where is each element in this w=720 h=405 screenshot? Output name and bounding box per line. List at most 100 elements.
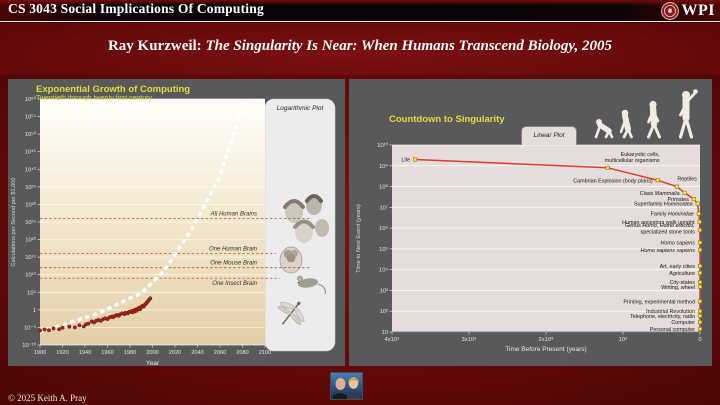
right-chart-title: Countdown to Singularity [389, 114, 505, 125]
svg-text:10⁶: 10⁶ [379, 225, 388, 232]
svg-text:10⁵⁰: 10⁵⁰ [25, 131, 37, 138]
scatter-points [38, 296, 153, 333]
svg-text:Homo sapiens: Homo sapiens [661, 241, 696, 247]
slide-title: Ray Kurzweil: The Singularity Is Near: W… [0, 23, 720, 55]
linear-plot-badge: Linear Plot [521, 126, 577, 145]
svg-text:2060: 2060 [214, 350, 226, 356]
right-x-axis: 4x10⁹ 3x10⁹ 2x10⁹ 10⁹ 0 [384, 331, 702, 343]
svg-text:10⁸: 10⁸ [379, 184, 388, 191]
mouse-illustration [297, 275, 326, 295]
copyright-text: © 2025 Keith A. Pray [8, 393, 87, 403]
svg-text:Class Mammalia: Class Mammalia [640, 191, 680, 197]
top-bar: CS 3043 Social Implications Of Computing… [0, 0, 720, 22]
svg-text:10²⁰: 10²⁰ [25, 237, 36, 244]
logarithmic-plot-badge: Logarithmic Plot [276, 105, 324, 112]
svg-text:10⁵: 10⁵ [379, 246, 388, 253]
right-x-axis-label: Time Before Present (years) [505, 346, 586, 353]
right-gridlines [392, 144, 700, 333]
authors-photo [330, 372, 363, 400]
svg-text:2080: 2080 [236, 350, 248, 356]
svg-text:City-states: City-states [670, 280, 696, 286]
wpi-seal-icon [660, 2, 679, 20]
left-chart-title: Exponential Growth of Computing [36, 84, 191, 95]
svg-text:Reptiles: Reptiles [677, 177, 697, 183]
countdown-panel: 10¹⁰ 10⁹ 10⁸ 10⁷ 10⁶ 10⁵ 10⁴ 10³ 10² 10 4x10⁹ 3x10⁹… [349, 79, 712, 366]
svg-text:3x10⁹: 3x10⁹ [461, 336, 477, 343]
svg-text:10⁻¹⁰: 10⁻¹⁰ [22, 342, 36, 349]
svg-text:Family Hominidae: Family Hominidae [651, 212, 694, 218]
svg-text:10⁴⁰: 10⁴⁰ [25, 166, 37, 173]
right-plot-area [392, 145, 700, 332]
svg-text:specialized stone tools: specialized stone tools [641, 229, 696, 235]
svg-text:10³: 10³ [380, 288, 388, 294]
svg-text:10: 10 [382, 330, 388, 336]
left-x-axis: 1900 1920 1940 1960 1980 2000 2020 2040 2060 2080… [34, 345, 271, 356]
event-markers [413, 157, 702, 332]
svg-text:10⁴: 10⁴ [379, 267, 388, 274]
svg-text:1920: 1920 [56, 350, 68, 356]
svg-text:2x10⁹: 2x10⁹ [538, 336, 554, 343]
svg-text:2000: 2000 [146, 350, 158, 356]
svg-text:Genus Homo, Homo erectus,: Genus Homo, Homo erectus, [625, 223, 695, 229]
slide-title-book: The Singularity Is Near: When Humans Tra… [205, 38, 613, 54]
svg-text:One Human Brain: One Human Brain [209, 247, 258, 253]
svg-text:Industrial Revolution: Industrial Revolution [646, 309, 695, 315]
title-bar: Ray Kurzweil: The Singularity Is Near: W… [0, 23, 720, 75]
countdown-series-line [415, 158, 701, 332]
svg-text:2020: 2020 [169, 350, 181, 356]
human-faces-illustration [283, 194, 329, 243]
slide-body: 10⁶⁰ 10⁵⁵ 10⁵⁰ 10⁴⁵ 10⁴⁰ 10³⁵ 10³⁰ 10²⁵ 10²⁰ 10¹⁵… [8, 79, 712, 366]
svg-text:Homo sapiens sapiens: Homo sapiens sapiens [640, 248, 695, 254]
svg-text:10⁷: 10⁷ [379, 204, 388, 211]
exponential-growth-chart: 10⁶⁰ 10⁵⁵ 10⁵⁰ 10⁴⁵ 10⁴⁰ 10³⁵ 10³⁰ 10²⁵ 10²⁰ 10¹⁵… [11, 96, 336, 366]
svg-text:10²⁵: 10²⁵ [25, 219, 36, 226]
svg-text:Life: Life [401, 158, 410, 164]
svg-text:10⁵⁵: 10⁵⁵ [25, 114, 37, 121]
svg-text:10⁹: 10⁹ [379, 163, 388, 170]
right-y-axis: 10¹⁰ 10⁹ 10⁸ 10⁷ 10⁶ 10⁵ 10⁴ 10³ 10² 10 [377, 142, 392, 336]
svg-text:10¹⁰: 10¹⁰ [377, 142, 388, 149]
svg-text:One Mouse Brain: One Mouse Brain [210, 261, 257, 267]
svg-text:Agriculture: Agriculture [669, 271, 695, 277]
svg-text:Superfamily Hominoidea: Superfamily Hominoidea [634, 202, 693, 208]
svg-text:Eukaryotic cells,: Eukaryotic cells, [621, 152, 660, 158]
trend-line [40, 99, 246, 334]
svg-text:10¹⁰: 10¹⁰ [25, 272, 36, 279]
svg-text:Art, early cities: Art, early cities [660, 264, 696, 270]
exponential-growth-panel: 10⁶⁰ 10⁵⁵ 10⁵⁰ 10⁴⁵ 10⁴⁰ 10³⁵ 10³⁰ 10²⁵ 10²⁰ 10¹⁵… [8, 79, 345, 366]
brain-reference-lines: All Human Brains One Human Brain One Mouse… [40, 211, 310, 287]
svg-text:Human ancestors walk upright: Human ancestors walk upright [622, 220, 695, 226]
left-y-axis-label: Calculations per Second per $1,000 [11, 178, 17, 267]
svg-text:4x10⁹: 4x10⁹ [384, 336, 400, 343]
human-brain-illustration [279, 246, 303, 274]
svg-text:10²: 10² [380, 309, 388, 315]
svg-text:Printing, experimental method: Printing, experimental method [623, 299, 695, 305]
dragonfly-illustration [277, 301, 305, 325]
wpi-logo: WPI [660, 2, 716, 20]
svg-text:10⁶⁰: 10⁶⁰ [25, 96, 37, 103]
svg-text:1900: 1900 [34, 350, 46, 356]
svg-text:1980: 1980 [124, 350, 136, 356]
course-title: CS 3043 Social Implications Of Computing [8, 1, 264, 16]
svg-text:2040: 2040 [191, 350, 203, 356]
slide-title-prefix: Ray Kurzweil: [107, 38, 206, 54]
svg-text:10⁴⁵: 10⁴⁵ [25, 149, 37, 156]
left-x-axis-label: Year [146, 360, 160, 366]
svg-text:0: 0 [698, 337, 701, 343]
svg-text:10⁵: 10⁵ [27, 289, 36, 296]
svg-text:1960: 1960 [101, 350, 113, 356]
svg-text:Primates: Primates [668, 197, 690, 203]
svg-text:2100: 2100 [259, 350, 271, 356]
wpi-wordmark: WPI [681, 2, 715, 19]
event-labels: Life Eukaryotic cells,multicellular organ… [401, 152, 697, 333]
svg-text:Personal computer: Personal computer [650, 327, 695, 333]
svg-text:Computer: Computer [671, 320, 695, 326]
evolution-silhouettes [594, 89, 698, 139]
svg-text:Telephone, electricity, radio: Telephone, electricity, radio [630, 314, 695, 320]
svg-text:1940: 1940 [79, 350, 91, 356]
svg-text:10¹⁵: 10¹⁵ [25, 254, 36, 261]
svg-text:Writing, wheel: Writing, wheel [661, 285, 695, 291]
svg-text:10³⁵: 10³⁵ [25, 184, 36, 191]
